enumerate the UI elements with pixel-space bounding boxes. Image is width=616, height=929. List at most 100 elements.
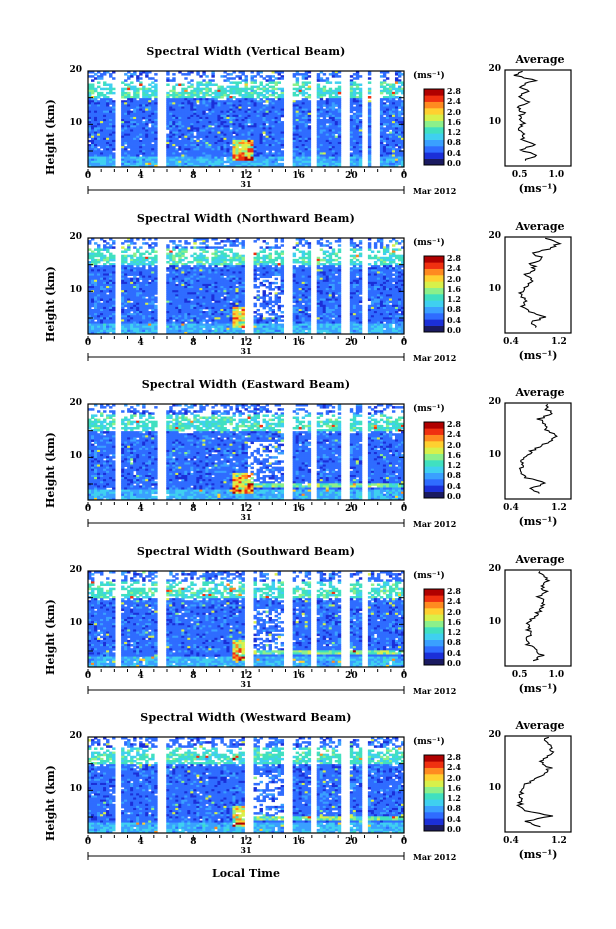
heatmap-cell [217, 160, 221, 164]
heatmap-cell [301, 137, 306, 141]
heatmap-cell [193, 98, 197, 101]
heatmap-cell [334, 123, 339, 126]
heatmap-cell [187, 125, 191, 128]
heatmap-cell [304, 116, 309, 120]
heatmap-cell [226, 89, 230, 93]
heatmap-cell [295, 114, 300, 118]
heatmap-cell [97, 133, 101, 137]
heatmap-cell [241, 137, 245, 141]
heatmap-cell [151, 108, 155, 112]
heatmap-cell [232, 116, 236, 120]
heatmap-cell [187, 110, 191, 114]
heatmap-cell [172, 300, 176, 304]
heatmap-cell [145, 106, 149, 109]
heatmap-cell [352, 133, 357, 137]
heatmap-cell [208, 304, 212, 308]
heatmap-cell [391, 87, 396, 91]
heatmap-cell [88, 277, 92, 281]
heatmap-cell [400, 87, 405, 91]
colorbar-swatch [424, 95, 444, 102]
heatmap-cell [199, 323, 203, 327]
heatmap-cell [187, 281, 191, 285]
heatmap-cell [109, 141, 113, 145]
heatmap-cell [232, 160, 236, 164]
x-tick-label: 0 [84, 171, 92, 181]
heatmap-cell [223, 119, 227, 122]
heatmap-cell [319, 129, 324, 132]
heatmap-cell [337, 164, 342, 168]
heatmap-cell [94, 164, 98, 168]
heatmap-cell [172, 129, 176, 132]
heatmap-cell [184, 150, 188, 153]
heatmap-cell [121, 267, 125, 270]
heatmap-cell [175, 277, 179, 281]
heatmap-cell [196, 144, 200, 147]
heatmap-cell [130, 260, 134, 264]
heatmap-cell [190, 110, 194, 114]
heatmap-cell [124, 323, 128, 327]
heatmap-cell [211, 238, 215, 241]
heatmap-cell [253, 98, 257, 101]
heatmap-cell [139, 331, 143, 335]
heatmap-cell [265, 91, 269, 95]
average-x-label: (ms⁻¹) [518, 182, 558, 195]
heatmap-cell [217, 89, 221, 93]
heatmap-cell [106, 83, 110, 87]
heatmap-cell [394, 89, 399, 93]
heatmap-cell [394, 114, 399, 118]
heatmap-cell [292, 129, 297, 132]
heatmap-cell [181, 281, 185, 285]
heatmap-cell [133, 156, 137, 160]
heatmap-cell [127, 123, 131, 126]
heatmap-cell [355, 100, 360, 103]
heatmap-cell [277, 146, 282, 149]
heatmap-cell [133, 331, 137, 335]
heatmap-cell [151, 313, 155, 316]
heatmap-cell [301, 75, 306, 78]
heatmap-cell [88, 100, 92, 103]
heatmap-cell [127, 100, 131, 103]
heatmap-cell [88, 85, 92, 89]
average-y-tick-label: 20 [488, 64, 501, 74]
heatmap-cell [97, 100, 101, 103]
heatmap-cell [94, 144, 98, 147]
heatmap-cell [169, 144, 173, 147]
heatmap-cell [175, 164, 179, 168]
heatmap-cell [211, 271, 215, 274]
heatmap-cell [334, 104, 339, 107]
heatmap-cell [127, 246, 131, 249]
heatmap-cell [298, 114, 303, 118]
heatmap-cell [220, 108, 224, 112]
heatmap-cell [331, 158, 336, 162]
heatmap-cell [268, 108, 272, 112]
heatmap-cell [181, 329, 185, 333]
heatmap-cell [382, 104, 387, 107]
heatmap-cell [265, 104, 269, 107]
heatmap-cell [295, 135, 300, 139]
heatmap-cell [235, 123, 239, 126]
heatmap-cell [199, 242, 203, 245]
heatmap-cell [301, 150, 306, 153]
heatmap-cell [124, 327, 128, 331]
heatmap-cell [136, 164, 140, 168]
heatmap-cell [91, 114, 95, 118]
heatmap-cell [127, 135, 131, 139]
heatmap-cell [199, 252, 203, 256]
heatmap-cell [211, 154, 215, 157]
heatmap-cell [148, 96, 152, 99]
heatmap-cell [280, 144, 285, 147]
heatmap-cell [193, 116, 197, 120]
heatmap-cell [400, 139, 405, 143]
heatmap-cell [331, 131, 336, 135]
heatmap-cell [127, 116, 131, 120]
heatmap-cell [262, 114, 266, 118]
heatmap-cell [295, 146, 300, 149]
heatmap-cell [130, 238, 134, 241]
heatmap-cell [238, 81, 242, 84]
heatmap-cell [178, 100, 182, 103]
heatmap-cell [91, 144, 95, 147]
heatmap-cell [271, 135, 275, 139]
heatmap-cell [199, 313, 203, 316]
heatmap-cell [400, 112, 405, 116]
heatmap-cell [304, 135, 309, 139]
